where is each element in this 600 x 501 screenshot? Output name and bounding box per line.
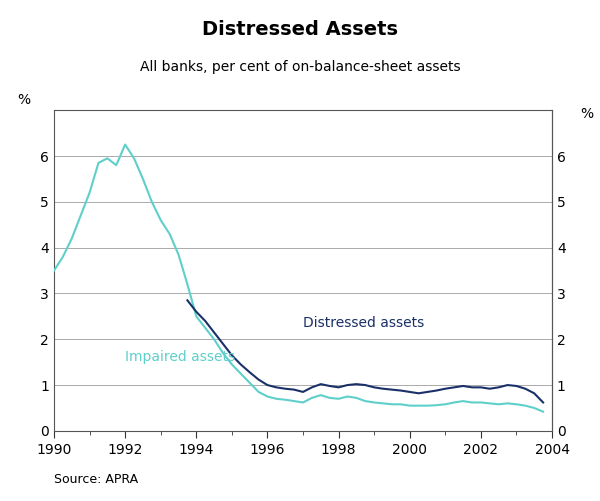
Text: Distressed assets: Distressed assets [303, 316, 424, 330]
Text: Source: APRA: Source: APRA [54, 473, 138, 486]
Text: All banks, per cent of on-balance-sheet assets: All banks, per cent of on-balance-sheet … [140, 60, 460, 74]
Text: Distressed Assets: Distressed Assets [202, 20, 398, 39]
Y-axis label: %: % [580, 107, 593, 121]
Y-axis label: %: % [17, 93, 31, 107]
Text: Impaired assets: Impaired assets [125, 350, 235, 364]
